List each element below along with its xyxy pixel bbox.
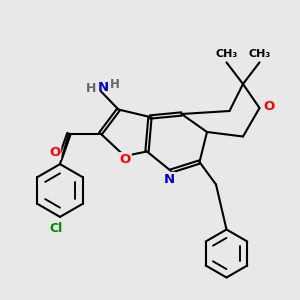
Text: O: O — [119, 153, 131, 166]
Text: CH₃: CH₃ — [215, 49, 238, 59]
Text: N: N — [164, 173, 175, 186]
Text: H: H — [86, 82, 96, 95]
Text: H: H — [110, 78, 120, 91]
Text: CH₃: CH₃ — [248, 49, 271, 59]
Text: N: N — [97, 81, 109, 94]
Text: Cl: Cl — [50, 222, 63, 235]
Text: O: O — [263, 100, 275, 113]
Text: O: O — [49, 146, 60, 159]
